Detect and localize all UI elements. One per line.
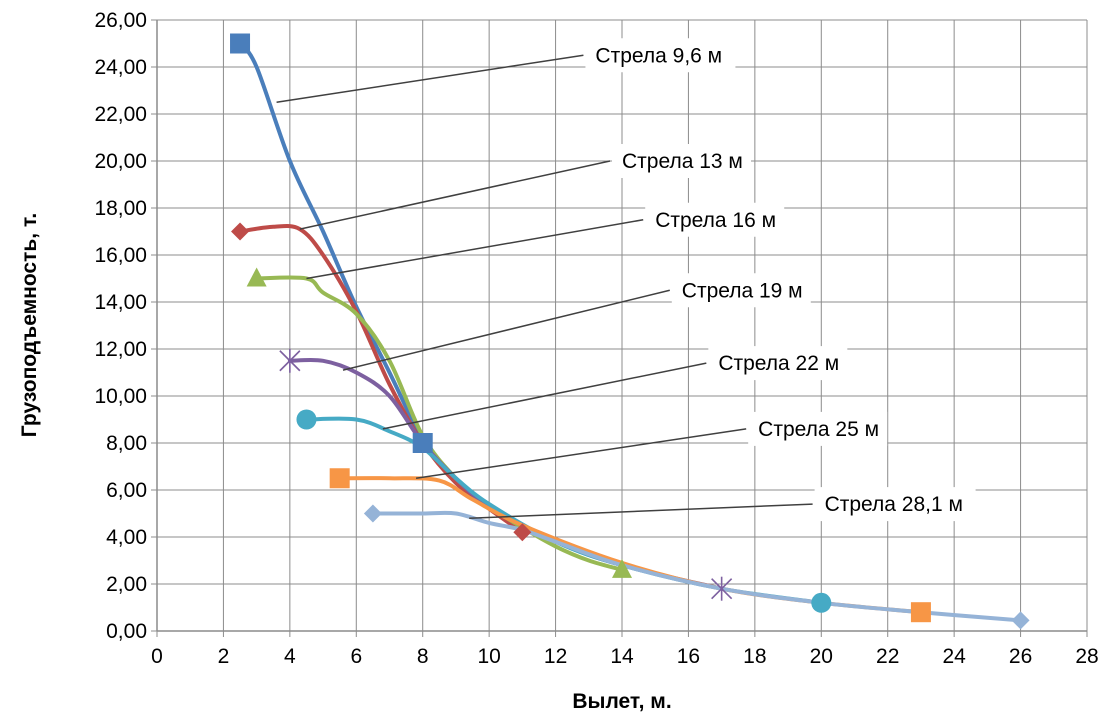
x-tick-label: 12 (544, 645, 567, 668)
callout-box (814, 487, 976, 522)
callout-box (671, 273, 811, 308)
y-tick-label: 22,00 (94, 103, 147, 126)
y-tick-label: 4,00 (106, 526, 147, 549)
x-axis-ticks: 0 2 4 6 8 10 12 14 16 18 20 22 24 26 28 (151, 645, 1099, 668)
x-tick-label: 4 (284, 645, 296, 668)
callout-box (612, 144, 751, 178)
y-tick-label: 26,00 (94, 9, 147, 32)
series-marker (811, 592, 832, 613)
series-marker (296, 409, 317, 430)
axes (151, 19, 1088, 637)
series-markers (230, 33, 1030, 630)
x-tick-label: 20 (810, 645, 833, 668)
callout-leader (469, 503, 813, 519)
series-line (238, 41, 425, 445)
x-tick-label: 2 (218, 645, 230, 668)
y-tick-label: 16,00 (94, 244, 147, 267)
series-marker (1011, 611, 1030, 630)
callout-leader (415, 428, 747, 479)
y-axis-title: Грузоподъемность, т. (18, 213, 41, 437)
callout-label: Стрела 28,1 м (825, 493, 963, 516)
series-marker (231, 222, 250, 241)
y-axis-ticks: 0,00 2,00 4,00 6,00 8,00 10,00 12,00 14,00 16,00… (94, 9, 147, 643)
x-tick-label: 10 (477, 645, 500, 668)
y-tick-label: 24,00 (94, 56, 147, 79)
y-tick-label: 2,00 (106, 573, 147, 596)
callout-box (645, 202, 785, 237)
x-tick-label: 26 (1009, 645, 1032, 668)
series-marker (910, 602, 931, 623)
x-tick-label: 0 (151, 645, 163, 668)
y-tick-label: 14,00 (94, 291, 147, 314)
series-marker (513, 523, 532, 542)
callout-label: Стрела 22 м (718, 352, 839, 375)
callout-label: Стрела 9,6 м (595, 44, 722, 67)
x-tick-label: 16 (677, 645, 700, 668)
y-tick-label: 10,00 (94, 385, 147, 408)
y-tick-label: 20,00 (94, 150, 147, 173)
callout-leader (306, 219, 644, 280)
y-tick-label: 6,00 (106, 479, 147, 502)
x-tick-label: 6 (350, 645, 362, 668)
y-tick-label: 0,00 (106, 620, 147, 643)
callout-label: Стрела 19 м (682, 279, 803, 302)
y-tick-label: 18,00 (94, 197, 147, 220)
callout-box (708, 346, 848, 381)
series-marker (612, 558, 632, 578)
x-tick-label: 22 (876, 645, 899, 668)
callout-box (585, 38, 736, 73)
series-line (370, 510, 1023, 623)
callout-leader (299, 160, 611, 230)
series-marker (412, 433, 433, 453)
callout-label: Стрела 16 м (655, 209, 776, 232)
callout-label: Стрела 25 м (758, 418, 879, 441)
x-tick-label: 14 (610, 645, 634, 668)
series-line (238, 224, 525, 535)
x-axis-title: Вылет, м. (572, 690, 671, 713)
callout-leader (382, 362, 707, 430)
x-tick-label: 18 (743, 645, 766, 668)
series-marker (279, 348, 301, 373)
callout-leader (276, 54, 584, 103)
callout-label: Стрела 13 м (622, 150, 743, 173)
series-marker (246, 267, 267, 287)
series-marker (329, 468, 350, 489)
x-tick-label: 8 (417, 645, 429, 668)
callout-box (748, 411, 888, 446)
callout-leader (342, 289, 670, 371)
y-tick-label: 12,00 (94, 338, 147, 361)
series-callouts: Стрела 9,6 м Стрела 13 м Стрела 16 м Стрела… (276, 38, 976, 522)
x-tick-label: 28 (1075, 645, 1098, 668)
series-marker (230, 33, 251, 54)
y-tick-label: 8,00 (106, 432, 147, 455)
x-tick-label: 24 (942, 645, 966, 668)
series-marker (711, 576, 733, 601)
series-marker (363, 504, 382, 523)
